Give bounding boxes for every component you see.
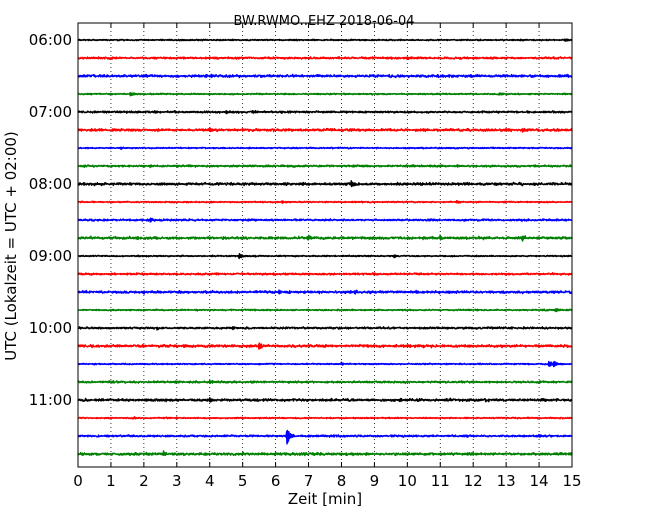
- axis-ticks: 0 1 2 3 4 5 6 7 8 9 10 11 12 13 14 1506:0007:0008:0009:…: [29, 23, 582, 490]
- x-tick-label: 15: [562, 472, 581, 490]
- y-axis-label: UTC (Lokalzeit = UTC + 02:00): [2, 131, 20, 361]
- trace-0600: [77, 38, 573, 42]
- trace-0930: [77, 289, 573, 295]
- y-tick-label: 06:00: [29, 31, 72, 49]
- trace-0945: [77, 307, 573, 313]
- trace-0630: [77, 73, 573, 79]
- x-tick-label: 11: [431, 472, 450, 490]
- trace-0900: [77, 252, 573, 260]
- y-tick-label: 07:00: [29, 103, 72, 121]
- trace-0830: [77, 217, 573, 223]
- x-tick-label: 3: [172, 472, 182, 490]
- trace-1145: [77, 450, 573, 457]
- trace-0800: [77, 180, 573, 188]
- chart-title: BW.RWMO..EHZ 2018-06-04: [233, 14, 414, 29]
- trace-1000: [77, 326, 573, 331]
- trace-1100: [77, 396, 573, 403]
- trace-0845: [77, 234, 573, 242]
- x-tick-label: 14: [530, 472, 549, 490]
- seismic-traces: [77, 38, 573, 457]
- y-tick-label: 09:00: [29, 247, 72, 265]
- x-tick-label: 7: [304, 472, 314, 490]
- x-axis-label: Zeit [min]: [288, 490, 362, 508]
- x-tick-label: 12: [464, 472, 483, 490]
- x-tick-label: 10: [398, 472, 417, 490]
- x-tick-label: 2: [139, 472, 149, 490]
- trace-1130: [77, 429, 573, 445]
- trace-0915: [77, 272, 573, 276]
- trace-1045: [77, 379, 573, 385]
- x-tick-label: 13: [497, 472, 516, 490]
- x-tick-label: 5: [238, 472, 248, 490]
- x-tick-label: 0: [73, 472, 83, 490]
- trace-1115: [77, 416, 573, 420]
- x-tick-label: 4: [205, 472, 215, 490]
- trace-0745: [77, 164, 573, 169]
- y-tick-label: 08:00: [29, 175, 72, 193]
- x-tick-label: 9: [370, 472, 380, 490]
- trace-1015: [77, 342, 573, 350]
- trace-1030: [77, 360, 573, 368]
- plot-frame: [77, 22, 573, 468]
- trace-0645: [77, 92, 573, 97]
- trace-0715: [77, 127, 573, 133]
- trace-0815: [77, 199, 573, 204]
- x-tick-label: 8: [337, 472, 347, 490]
- y-tick-label: 11:00: [29, 391, 72, 409]
- x-tick-label: 1: [106, 472, 116, 490]
- trace-0615: [77, 55, 573, 61]
- x-tick-label: 6: [271, 472, 281, 490]
- trace-0700: [77, 109, 573, 115]
- trace-0730: [77, 146, 573, 150]
- y-tick-label: 10:00: [29, 319, 72, 337]
